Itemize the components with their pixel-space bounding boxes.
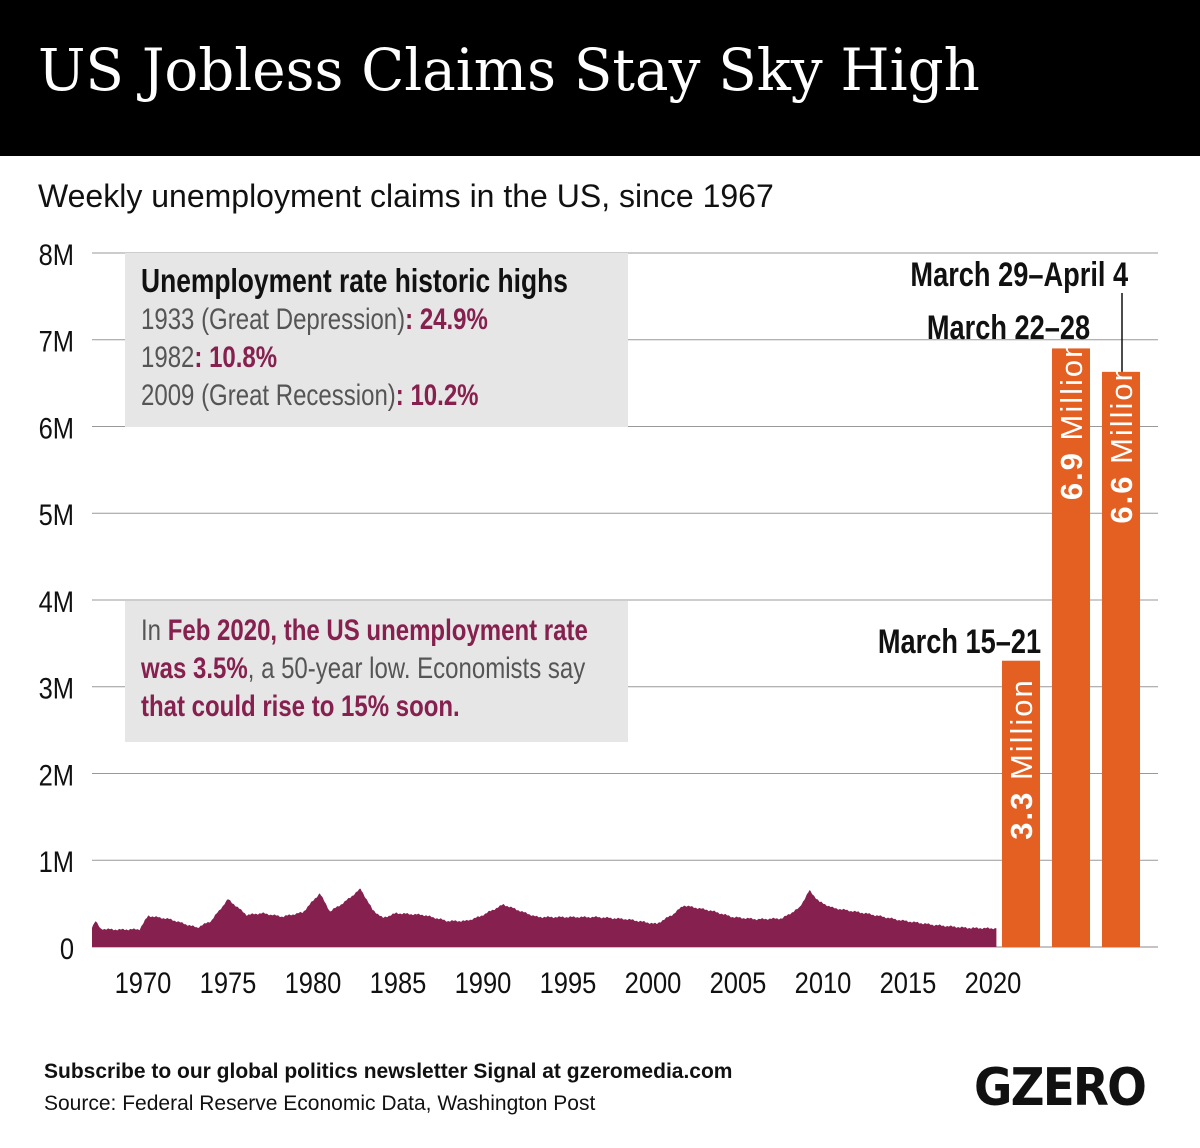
x-tick-label: 2005	[710, 966, 767, 999]
bar-value-label: 3.3 Million	[1004, 680, 1039, 840]
x-tick-label: 1970	[115, 966, 172, 999]
bar-value-unit: Million	[1004, 680, 1039, 780]
chart-plot: 0 1M 2M 3M 4M 5M 6M 7M 8M 1970 1975 1980 1985 1990 199…	[39, 238, 1158, 999]
bar-period-label: March 29–April 4	[910, 256, 1128, 294]
y-tick-label: 8M	[39, 238, 74, 271]
chart-subtitle: Weekly unemployment claims in the US, si…	[38, 178, 774, 214]
history-box: Unemployment rate historic highs 1933 (G…	[125, 253, 628, 427]
x-tick-label: 1975	[200, 966, 257, 999]
y-tick-label: 3M	[39, 672, 74, 705]
gzero-logo: GZERO	[974, 1058, 1147, 1118]
bar-period-label: March 22–28	[926, 309, 1090, 347]
x-tick-label: 2020	[965, 966, 1022, 999]
x-tick-label: 2000	[625, 966, 682, 999]
history-row: 2009 (Great Recession): 10.2%	[141, 379, 479, 412]
header-bar: US Jobless Claims Stay Sky High	[0, 0, 1200, 156]
bar-value-unit: Million	[1054, 341, 1089, 441]
bar-period-label: March 15–21	[877, 623, 1041, 661]
bar-value-label: 6.9 Million	[1054, 341, 1089, 501]
chart-title: US Jobless Claims Stay Sky High	[38, 36, 980, 104]
bar-1	[1002, 660, 1040, 947]
x-tick-label: 1995	[540, 966, 597, 999]
x-tick-label: 1985	[370, 966, 427, 999]
x-tick-label: 2010	[795, 966, 852, 999]
bar-3	[1102, 371, 1140, 947]
y-tick-label: 2M	[39, 759, 74, 792]
claims-area	[92, 888, 997, 947]
source-text: Source: Federal Reserve Economic Data, W…	[44, 1092, 596, 1115]
y-tick-label: 7M	[39, 325, 74, 358]
history-row: 1933 (Great Depression): 24.9%	[141, 303, 488, 336]
x-tick-label: 2015	[880, 966, 937, 999]
y-tick-label: 6M	[39, 412, 74, 445]
x-tick-label: 1990	[455, 966, 512, 999]
note-box: In Feb 2020, the US unemployment rate wa…	[125, 601, 628, 742]
history-row: 1982: 10.8%	[141, 341, 278, 374]
bar-2	[1052, 348, 1090, 947]
history-heading: Unemployment rate historic highs	[141, 262, 568, 299]
y-tick-label: 1M	[39, 845, 74, 878]
bar-value-unit: Million	[1104, 364, 1139, 464]
x-tick-label: 1980	[285, 966, 342, 999]
y-tick-label: 5M	[39, 498, 74, 531]
bar-value-label: 6.6 Million	[1104, 364, 1139, 524]
newsletter-text: Subscribe to our global politics newslet…	[44, 1060, 733, 1083]
y-tick-label: 0	[60, 932, 74, 965]
y-tick-label: 4M	[39, 585, 74, 618]
